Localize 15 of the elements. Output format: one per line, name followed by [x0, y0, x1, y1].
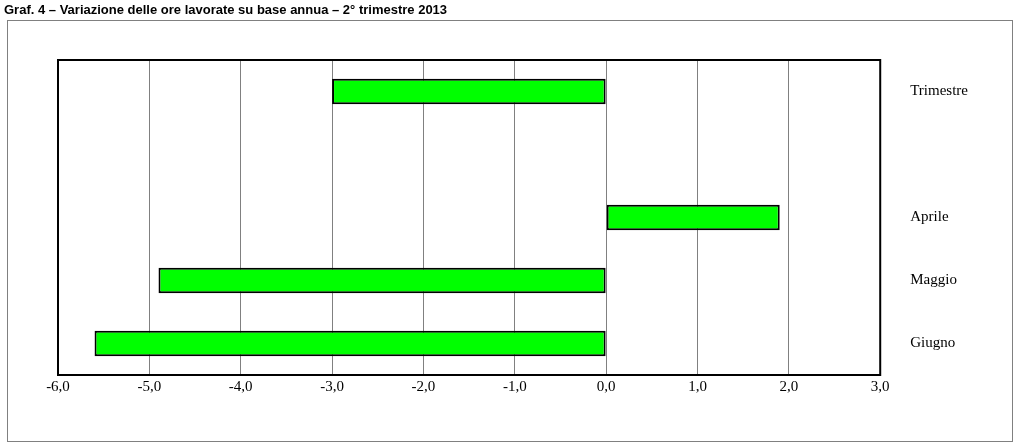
x-tick-label: -4,0 [228, 377, 253, 394]
x-tick-label: 0,0 [596, 377, 616, 394]
x-tick-label: 2,0 [779, 377, 799, 394]
chart-title: Graf. 4 – Variazione delle ore lavorate su base annua – 2° trimestre 2013 [4, 2, 448, 17]
x-tick-label: 1,0 [688, 377, 707, 394]
y-tick-label: Giugno [910, 334, 956, 351]
x-tick-label: 3,0 [870, 377, 890, 394]
y-tick-label: Trimestre [910, 82, 969, 99]
x-tick-label: -1,0 [502, 377, 527, 394]
y-tick-label: Aprile [910, 208, 949, 225]
x-tick-label: -6,0 [46, 377, 70, 394]
x-tick-label: -3,0 [320, 377, 344, 394]
x-tick-label: -5,0 [137, 377, 162, 394]
y-tick-label: Maggio [910, 271, 957, 288]
x-tick-label: -2,0 [411, 377, 436, 394]
